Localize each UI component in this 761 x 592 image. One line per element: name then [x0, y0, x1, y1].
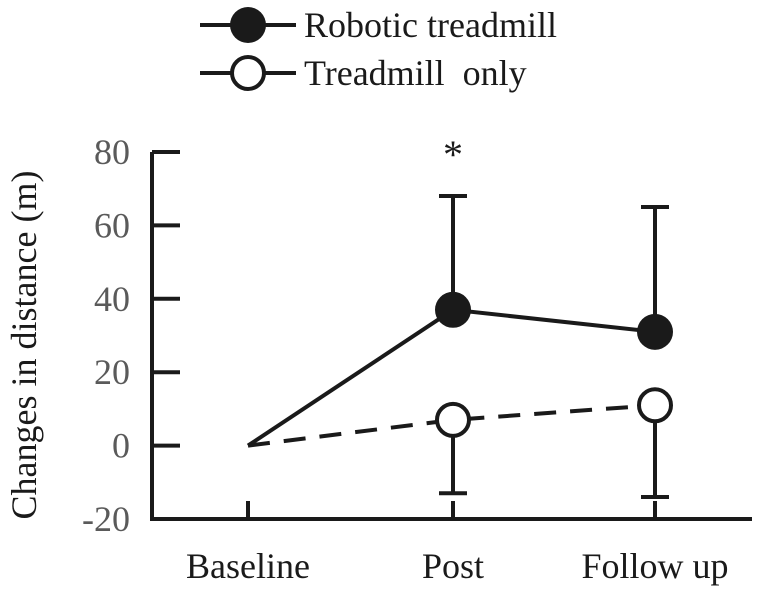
annotation-layer: *	[443, 132, 463, 177]
significance-marker: *	[443, 132, 463, 177]
legend-marker-treadmill	[230, 55, 266, 91]
legend: Robotic treadmill Treadmill only	[200, 5, 557, 93]
series-line-1	[247, 403, 656, 448]
y-tick-label: 80	[94, 132, 130, 172]
x-tick-label: Baseline	[186, 546, 310, 586]
y-tick-label: 0	[112, 426, 130, 466]
x-ticks: Baseline Post Follow up	[186, 501, 729, 586]
legend-item-treadmill: Treadmill only	[200, 53, 527, 93]
legend-item-robotic: Robotic treadmill	[200, 5, 557, 45]
data-point-filled	[435, 291, 471, 328]
data-point-open	[435, 401, 471, 438]
legend-marker-robotic	[230, 7, 266, 43]
data-point-filled	[637, 313, 673, 350]
legend-label-robotic: Robotic treadmill	[304, 5, 557, 45]
y-axis-label: Changes in distance (m)	[4, 171, 44, 520]
x-tick-label: Post	[422, 546, 484, 586]
series-layer	[246, 194, 673, 499]
data-point-open	[637, 387, 673, 424]
y-ticks: 80 60 40 20 0 -20	[82, 132, 180, 539]
y-tick-label: -20	[82, 499, 130, 539]
y-tick-label: 40	[94, 279, 130, 319]
legend-label-treadmill: Treadmill only	[304, 53, 527, 93]
y-tick-label: 60	[94, 205, 130, 245]
y-tick-label: 20	[94, 352, 130, 392]
x-tick-label: Follow up	[581, 546, 728, 586]
